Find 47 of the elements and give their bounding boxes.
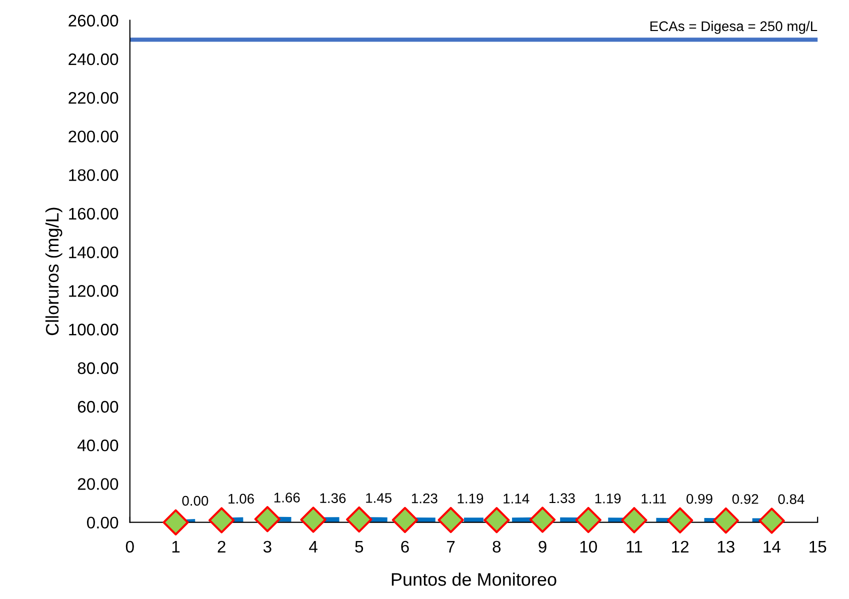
text: 0.92 (732, 494, 758, 504)
x-tick-label: 2 (218, 540, 226, 552)
x-tick-label: 7 (447, 540, 455, 552)
y-tick-label: 100.00 (69, 324, 118, 336)
x-tick-label: 9 (538, 540, 546, 553)
y-tick-label: 120.00 (69, 285, 118, 297)
x-tick-label: 5 (355, 540, 364, 553)
x-tick-label: 11 (626, 540, 642, 552)
text: 1.06 (228, 494, 254, 504)
y-tick-label: 80.00 (78, 362, 118, 374)
x-tick-label: 15 (810, 540, 826, 553)
text: 0.84 (778, 494, 804, 504)
x-tick-label: 13 (718, 540, 734, 553)
y-tick-label: 160.00 (69, 208, 118, 220)
x-tick-label: 0 (126, 540, 134, 553)
y-tick-label: 60.00 (78, 400, 118, 413)
text: 1.14 (504, 494, 530, 504)
x-tick-label: 6 (401, 540, 409, 553)
x-axis-title: Puntos de Monitoreo (392, 572, 556, 586)
ref-line-label: ECAs = Digesa = 250 mg/L (650, 20, 818, 34)
y-tick-label: 180.00 (69, 169, 118, 182)
y-tick-label: 200.00 (68, 130, 118, 142)
x-tick-label: 10 (580, 540, 597, 553)
x-tick-label: 12 (672, 540, 688, 552)
y-tick-label: 40.00 (77, 440, 118, 452)
text: 1.19 (595, 494, 621, 504)
text: 1.33 (550, 493, 575, 504)
text: 0.99 (686, 494, 712, 504)
text: 1.19 (458, 494, 484, 504)
x-tick-label: 14 (764, 540, 781, 552)
x-tick-label: 1 (172, 540, 180, 552)
x-tick-label: 8 (492, 540, 501, 553)
text: 0.00 (182, 496, 208, 506)
text: 1.23 (412, 493, 438, 504)
y-tick-label: 260.00 (68, 14, 118, 27)
y-axis-title: Clloruros (mg/L) (45, 208, 62, 336)
y-tick-label: 140.00 (69, 246, 118, 258)
x-tick-label: 3 (263, 540, 272, 553)
y-tick-label: 20.00 (78, 478, 118, 490)
x-tick-label: 4 (309, 540, 318, 552)
text: 1.45 (366, 493, 392, 503)
y-tick-label: 220.00 (68, 92, 118, 104)
text: 1.11 (642, 494, 666, 504)
text: 1.36 (320, 493, 346, 504)
y-tick-label: 240.00 (68, 53, 118, 66)
text: 1.66 (274, 492, 300, 502)
y-tick-label: 0.00 (87, 516, 118, 529)
